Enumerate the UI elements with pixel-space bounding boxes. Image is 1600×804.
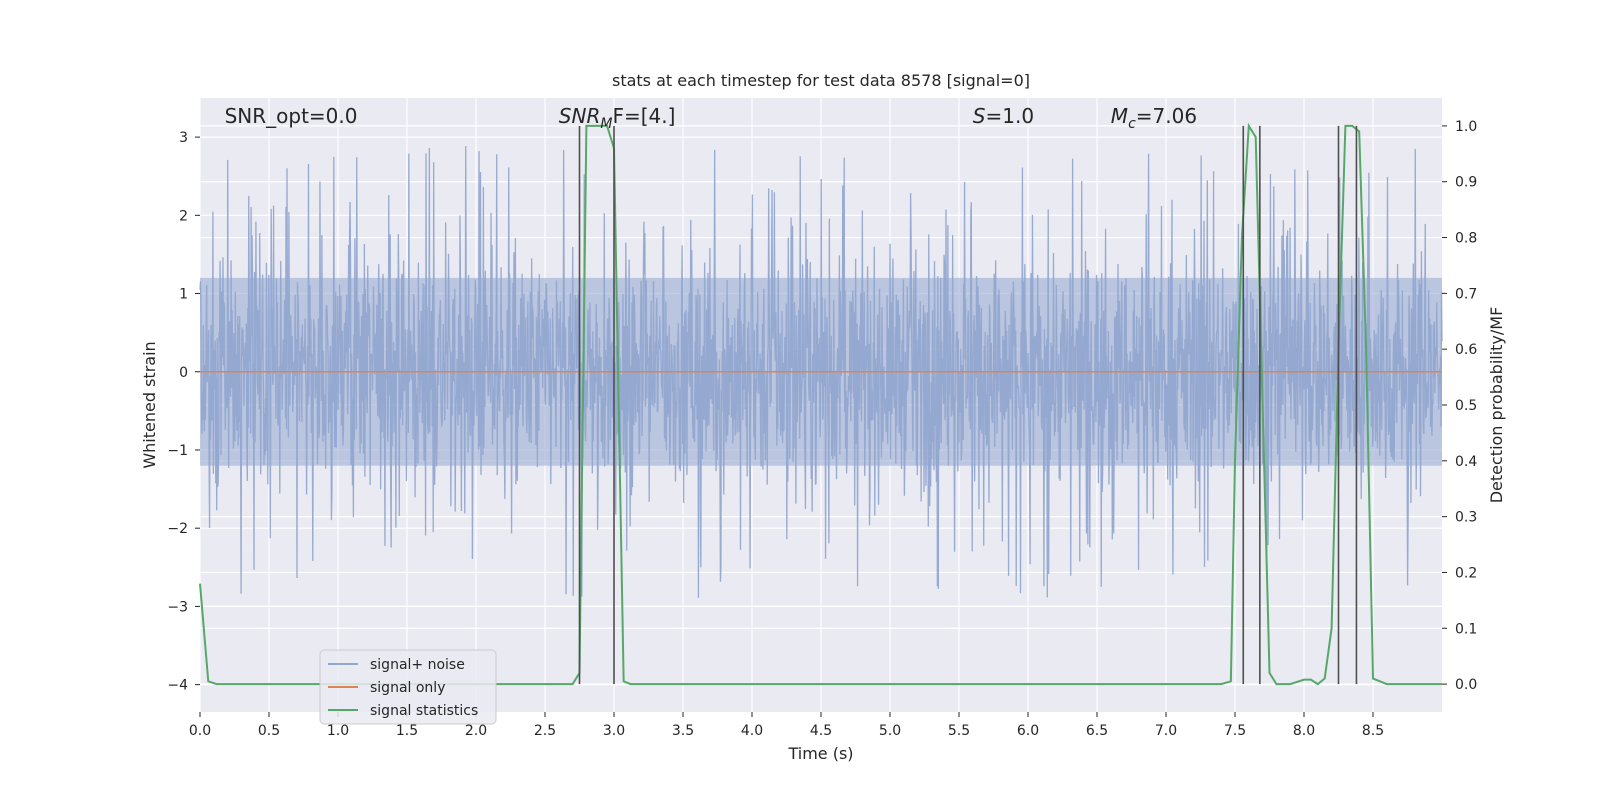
- y-axis-label: Whitened strain: [140, 341, 159, 468]
- legend-label: signal only: [370, 680, 445, 696]
- y-tick-label: 1: [179, 287, 188, 303]
- y2-tick-label: 0.5: [1455, 398, 1477, 414]
- x-tick-label: 1.0: [327, 723, 349, 739]
- y2-tick-label: 0.3: [1455, 510, 1477, 526]
- x-tick-label: 7.0: [1155, 723, 1177, 739]
- legend-label: signal+ noise: [370, 657, 465, 673]
- annotation-s-stat: S=1.0: [973, 104, 1034, 128]
- y2-axis-label: Detection probability/MF: [1487, 307, 1506, 504]
- y2-tick-label: 0.7: [1455, 286, 1477, 302]
- chart-title: stats at each timestep for test data 857…: [612, 71, 1030, 90]
- axes: 0.0 0.5 1.0 1.5 2.0 2.5 3.0 3.5 4.0 4.5 5.0 5.5 6.0 6…: [167, 119, 1477, 739]
- x-tick-label: 8.5: [1362, 723, 1384, 739]
- x-tick-label: 6.0: [1017, 723, 1039, 739]
- y-tick-label: 2: [179, 208, 188, 224]
- x-tick-label: 6.5: [1086, 723, 1108, 739]
- y2-tick-label: 0.8: [1455, 231, 1477, 247]
- x-tick-label: 5.5: [948, 723, 970, 739]
- x-tick-label: 8.0: [1293, 723, 1315, 739]
- y2-tick-label: 0.1: [1455, 621, 1477, 637]
- y2-tick-label: 0.4: [1455, 454, 1477, 470]
- y2-tick-label: 1.0: [1455, 119, 1477, 135]
- legend-label: signal statistics: [370, 703, 478, 719]
- y-tick-label: −3: [167, 599, 188, 615]
- y2-tick-label: 0.9: [1455, 175, 1477, 191]
- y2-tick-label: 0.0: [1455, 677, 1477, 693]
- x-tick-label: 0.0: [189, 723, 211, 739]
- y-tick-label: −4: [167, 678, 188, 694]
- annotation-chirp-mass: Mc=7.06: [1111, 104, 1197, 132]
- x-tick-label: 2.5: [534, 723, 556, 739]
- x-axis-label: Time (s): [787, 744, 853, 763]
- x-tick-label: 2.0: [465, 723, 487, 739]
- x-tick-label: 1.5: [396, 723, 418, 739]
- x-tick-label: 3.0: [603, 723, 625, 739]
- legend-box: [319, 649, 497, 725]
- annotations: SNR_opt=0.0 SNRMF=[4.] S=1.0 Mc=7.06: [225, 104, 1197, 132]
- x-tick-label: 0.5: [258, 723, 280, 739]
- x-tick-label: 3.5: [672, 723, 694, 739]
- y2-tick-label: 0.6: [1455, 342, 1477, 358]
- x-tick-label: 4.5: [810, 723, 832, 739]
- y-tick-label: −1: [167, 443, 188, 459]
- y-tick-label: 3: [179, 130, 188, 146]
- x-tick-label: 7.5: [1224, 723, 1246, 739]
- annotation-snr-opt: SNR_opt=0.0: [225, 104, 358, 128]
- legend: signal+ noise signal only signal statistic…: [319, 649, 497, 725]
- x-tick-label: 4.0: [741, 723, 763, 739]
- x-tick-label: 5.0: [879, 723, 901, 739]
- y-tick-label: −2: [167, 521, 188, 537]
- y-tick-label: 0: [179, 365, 188, 381]
- annotation-snr-mf: SNRMF=[4.]: [559, 104, 676, 132]
- y2-tick-label: 0.2: [1455, 565, 1477, 581]
- event-markers: [578, 125, 1358, 685]
